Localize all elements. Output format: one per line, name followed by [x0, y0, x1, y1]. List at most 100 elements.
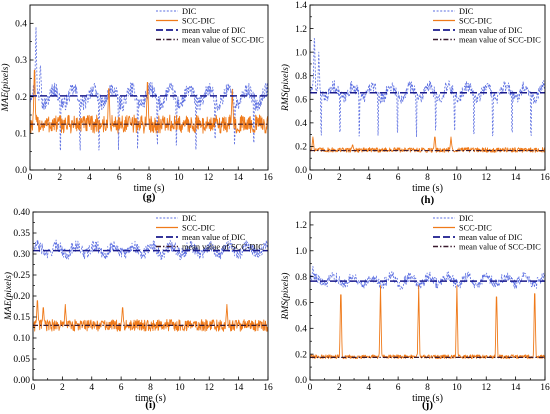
y-tick-label: 1.2	[295, 25, 307, 35]
x-tick-label: 14	[234, 173, 244, 183]
legend-entry: mean value of DIC	[459, 26, 523, 35]
chart-panel-h: 0 2 4 6 8 10 12 14 16 0.0 0.2 0.4 0.6 0.8 1.0 1.2 1.4 tim…	[280, 1, 550, 206]
legend-entry: mean value of SCC-DIC	[182, 243, 264, 252]
x-tick-label: 16	[540, 383, 550, 393]
y-tick-label: 0.30	[13, 250, 30, 260]
x-tick-label: 8	[148, 383, 153, 393]
x-tick-label: 14	[234, 383, 244, 393]
y-tick-label: 1.0	[295, 48, 307, 58]
y-tick-label: 0.00	[13, 376, 30, 386]
plot-area	[310, 38, 545, 153]
x-tick-label: 10	[174, 173, 184, 183]
y-tick-label: 0.0	[295, 376, 307, 386]
x-tick-label: 6	[396, 173, 401, 183]
chart-panel-j: 0 2 4 6 8 10 12 14 16 0.0 0.2 0.4 0.6 0.8 1.0 1.2 time (…	[280, 211, 550, 411]
y-tick-label: 0.25	[13, 271, 30, 281]
y-tick-label: 1.0	[295, 247, 307, 257]
x-axis-label: time (s)	[135, 393, 166, 404]
legend-entry: SCC-DIC	[459, 17, 492, 26]
legend-entry: SCC-DIC	[459, 224, 492, 233]
legend-entry: mean value of DIC	[459, 233, 523, 242]
panel-label: (h)	[421, 194, 435, 206]
legend-entry: mean value of SCC-DIC	[459, 36, 541, 45]
x-tick-label: 14	[511, 383, 521, 393]
x-axis-label: time (s)	[134, 183, 165, 194]
series-dotted-line	[310, 38, 545, 138]
chart-panel-i: 0 2 4 6 8 10 12 14 16 0.00 0.05 0.10 0.15 0.20 0.25 0.3…	[3, 208, 273, 411]
y-tick-label: 0.40	[13, 208, 30, 218]
series-solid-line	[310, 285, 545, 360]
x-tick-label: 8	[147, 173, 152, 183]
y-tick-label: 0.6	[295, 299, 307, 309]
y-axis-label: RMS(pixels)	[280, 273, 291, 321]
legend-entry: DIC	[182, 214, 197, 223]
x-tick-label: 12	[482, 173, 492, 183]
y-tick-label: 0.35	[13, 229, 30, 239]
legend-entry: SCC-DIC	[182, 224, 215, 233]
y-tick-label: 0.8	[295, 72, 307, 82]
x-tick-label: 10	[452, 173, 462, 183]
x-tick-label: 4	[87, 173, 92, 183]
y-tick-label: 0.20	[13, 292, 30, 302]
plot-area	[310, 265, 545, 360]
y-tick-label: 1.4	[295, 1, 307, 11]
x-tick-label: 12	[205, 383, 215, 393]
y-tick-label: 0.10	[13, 334, 30, 344]
legend-entry: mean value of SCC-DIC	[182, 36, 264, 45]
legend-entry: DIC	[459, 214, 474, 223]
series-dotted-line	[310, 265, 545, 290]
x-tick-label: 4	[366, 173, 371, 183]
x-tick-label: 0	[308, 383, 313, 393]
legend-entry: DIC	[459, 7, 474, 16]
y-tick-label: 0.2	[295, 143, 307, 153]
y-tick-label: 0.8	[295, 273, 307, 283]
x-tick-label: 10	[175, 383, 185, 393]
y-tick-label: 0.3	[15, 56, 27, 66]
y-axis-label: RMS(pixels)	[280, 64, 291, 112]
series-dotted-line	[30, 26, 268, 151]
x-tick-label: 6	[117, 173, 122, 183]
x-tick-label: 16	[263, 173, 273, 183]
x-tick-label: 2	[57, 173, 62, 183]
y-tick-label: 0.4	[295, 325, 307, 335]
series-solid-line	[33, 300, 268, 332]
plot-area	[30, 26, 268, 151]
y-tick-label: 0.4	[295, 119, 307, 129]
x-tick-label: 4	[366, 383, 371, 393]
y-tick-label: 0.4	[15, 20, 27, 30]
legend-entry: mean value of SCC-DIC	[459, 243, 541, 252]
y-tick-label: 0.15	[13, 313, 30, 323]
x-tick-label: 0	[308, 173, 313, 183]
x-tick-label: 2	[337, 173, 342, 183]
series-solid-line	[30, 69, 268, 134]
x-tick-label: 6	[119, 383, 124, 393]
x-tick-label: 12	[482, 383, 492, 393]
y-tick-label: 0.0	[15, 166, 27, 176]
y-tick-label: 0.1	[15, 130, 27, 140]
x-tick-label: 14	[511, 173, 521, 183]
y-tick-label: 1.2	[295, 221, 307, 231]
x-tick-label: 6	[396, 383, 401, 393]
plot-area	[33, 239, 268, 332]
legend-entry: DIC	[182, 7, 197, 16]
x-tick-label: 0	[31, 383, 36, 393]
y-tick-label: 0.0	[295, 166, 307, 176]
panel-label: (i)	[145, 399, 156, 411]
panel-label: (j)	[422, 399, 433, 411]
x-tick-label: 8	[425, 173, 430, 183]
chart-panel-g: 0 2 4 6 8 10 12 14 16 0.0 0.1 0.2 0.3 0.4 time (s) MAE(…	[0, 4, 273, 203]
x-axis-label: time (s)	[412, 393, 443, 404]
legend-entry: mean value of DIC	[182, 233, 246, 242]
x-tick-label: 8	[425, 383, 430, 393]
x-tick-label: 2	[337, 383, 342, 393]
x-tick-label: 16	[263, 383, 273, 393]
x-tick-label: 16	[540, 173, 550, 183]
y-tick-label: 0.05	[13, 355, 30, 365]
x-tick-label: 10	[452, 383, 462, 393]
x-tick-label: 0	[28, 173, 33, 183]
y-tick-label: 0.2	[15, 93, 27, 103]
